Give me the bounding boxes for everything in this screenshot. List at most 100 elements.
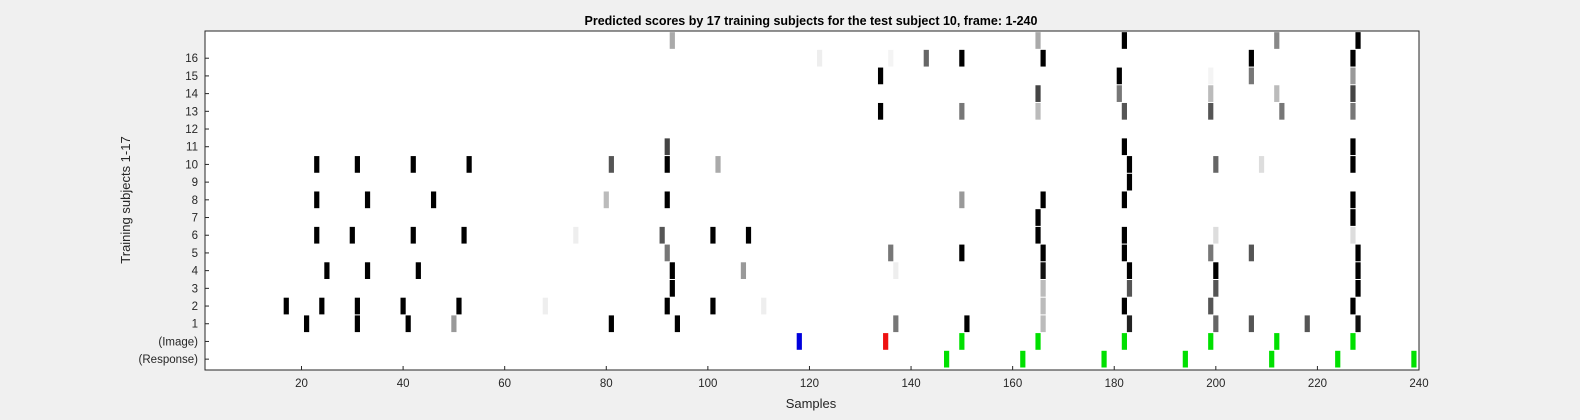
x-tick-label: 180 bbox=[1105, 378, 1124, 390]
score-mark bbox=[415, 262, 421, 279]
score-mark bbox=[354, 315, 360, 333]
score-mark bbox=[1213, 226, 1219, 244]
y-tick-label: 7 bbox=[192, 213, 198, 225]
score-mark bbox=[1126, 279, 1133, 297]
score-mark bbox=[1335, 350, 1341, 368]
score-mark bbox=[1121, 226, 1127, 244]
score-mark bbox=[1355, 279, 1361, 297]
score-mark bbox=[1121, 244, 1127, 262]
score-mark bbox=[888, 49, 894, 67]
x-tick-label: 240 bbox=[1409, 378, 1428, 390]
y-tick-label: 3 bbox=[192, 283, 198, 295]
score-mark bbox=[451, 315, 457, 333]
score-mark bbox=[1350, 191, 1356, 209]
x-tick-label: 40 bbox=[397, 378, 410, 390]
score-mark bbox=[1258, 156, 1265, 173]
score-mark bbox=[1355, 32, 1361, 49]
score-mark bbox=[664, 244, 670, 262]
score-mark bbox=[400, 297, 406, 315]
score-mark bbox=[1121, 102, 1127, 120]
score-mark bbox=[1355, 244, 1361, 262]
y-tick-label: 13 bbox=[185, 106, 198, 118]
score-mark bbox=[1411, 350, 1417, 368]
score-mark bbox=[1208, 67, 1214, 85]
y-tick-label: 14 bbox=[185, 89, 198, 101]
score-mark bbox=[664, 156, 670, 173]
score-mark bbox=[923, 49, 929, 67]
score-mark bbox=[893, 315, 899, 333]
score-mark bbox=[1213, 156, 1219, 173]
score-mark bbox=[1040, 315, 1046, 333]
score-mark bbox=[1208, 102, 1214, 120]
y-tick-label: (Image) bbox=[158, 336, 198, 348]
score-mark bbox=[303, 315, 310, 333]
score-mark bbox=[1350, 67, 1356, 85]
score-mark bbox=[1040, 279, 1046, 297]
y-tick-label: 4 bbox=[192, 266, 199, 278]
score-mark bbox=[1279, 102, 1285, 120]
score-mark bbox=[710, 297, 716, 315]
x-tick-label: 140 bbox=[901, 378, 920, 390]
score-mark bbox=[430, 191, 437, 209]
score-mark bbox=[1350, 85, 1356, 102]
x-tick-labels: 20 40 60 80 100 120 140 160 180 200 220 240 bbox=[295, 366, 1429, 390]
score-mark bbox=[456, 297, 462, 315]
score-mark bbox=[893, 262, 899, 279]
score-mark bbox=[1213, 262, 1219, 279]
score-mark bbox=[1121, 32, 1127, 49]
score-mark bbox=[1121, 191, 1127, 209]
y-tick-label: 12 bbox=[185, 124, 198, 136]
score-mark bbox=[1248, 67, 1254, 85]
score-mark bbox=[1040, 262, 1046, 279]
score-mark bbox=[1035, 85, 1041, 102]
score-mark bbox=[964, 315, 970, 333]
y-tick-label: 6 bbox=[192, 230, 198, 242]
score-mark bbox=[1350, 333, 1356, 350]
score-mark bbox=[461, 226, 467, 244]
score-mark bbox=[715, 156, 721, 173]
score-mark bbox=[364, 191, 371, 209]
score-mark bbox=[669, 262, 675, 279]
score-mark bbox=[959, 102, 965, 120]
score-mark bbox=[1040, 191, 1046, 209]
score-mark bbox=[1208, 85, 1214, 102]
score-mark bbox=[1350, 209, 1356, 226]
x-tick-label: 200 bbox=[1206, 378, 1225, 390]
plot-frame bbox=[204, 30, 1420, 371]
score-mark bbox=[1355, 262, 1361, 279]
score-mark bbox=[1126, 262, 1133, 279]
y-tick-label: 5 bbox=[192, 248, 198, 260]
y-tick-label: 8 bbox=[192, 195, 198, 207]
score-mark bbox=[1248, 244, 1254, 262]
x-tick-label: 100 bbox=[698, 378, 717, 390]
score-mark bbox=[710, 226, 716, 244]
score-mark bbox=[1116, 85, 1122, 102]
score-mark bbox=[1040, 297, 1046, 315]
score-mark bbox=[1121, 333, 1127, 350]
score-mark bbox=[1350, 49, 1356, 67]
score-mark bbox=[314, 226, 320, 244]
score-mark bbox=[1126, 156, 1133, 173]
y-tick-label: 10 bbox=[185, 159, 198, 171]
x-tick-label: 60 bbox=[498, 378, 511, 390]
score-mark bbox=[1126, 315, 1133, 333]
score-mark bbox=[603, 191, 609, 209]
score-mark bbox=[745, 226, 752, 244]
score-mark bbox=[466, 156, 472, 173]
data-marks bbox=[283, 32, 1417, 368]
score-mark bbox=[364, 262, 371, 279]
y-tick-label: (Response) bbox=[139, 354, 199, 366]
score-mark bbox=[1035, 209, 1041, 226]
score-mark bbox=[1213, 279, 1219, 297]
x-tick-label: 80 bbox=[600, 378, 613, 390]
score-mark bbox=[1035, 32, 1041, 49]
score-mark bbox=[283, 297, 289, 315]
score-mark bbox=[314, 156, 320, 173]
score-mark bbox=[959, 49, 965, 67]
plot-area bbox=[205, 31, 1419, 370]
score-mark bbox=[410, 226, 416, 244]
chart-title: Predicted scores by 17 training subjects… bbox=[585, 14, 1038, 28]
score-mark bbox=[1274, 85, 1280, 102]
